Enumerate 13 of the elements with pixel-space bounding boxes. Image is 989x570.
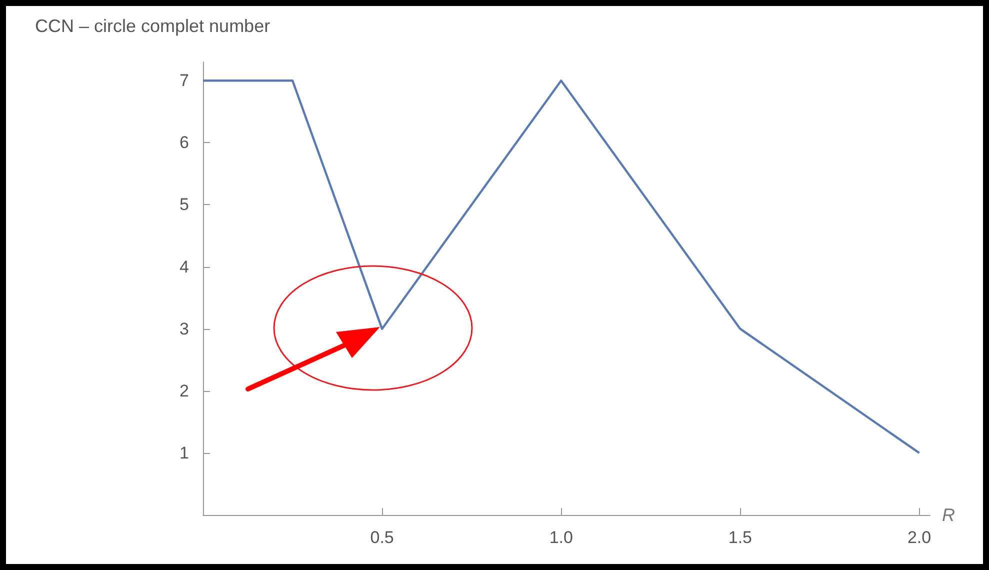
chart-title: CCN – circle complet number [35,16,270,36]
y-tick-label: 6 [180,133,189,152]
x-axis-title: R [942,505,955,525]
y-tick-label: 4 [180,257,189,276]
y-tick-label: 3 [180,319,189,338]
y-tick-label: 2 [180,381,189,400]
x-tick-label: 1.5 [728,528,752,547]
y-tick-label: 7 [180,71,189,90]
x-tick-label: 0.5 [370,528,394,547]
x-tick-label: 2.0 [907,528,932,547]
y-tick-label: 5 [180,195,189,214]
y-tick-label: 1 [180,443,189,462]
x-tick-label: 1.0 [549,528,573,547]
